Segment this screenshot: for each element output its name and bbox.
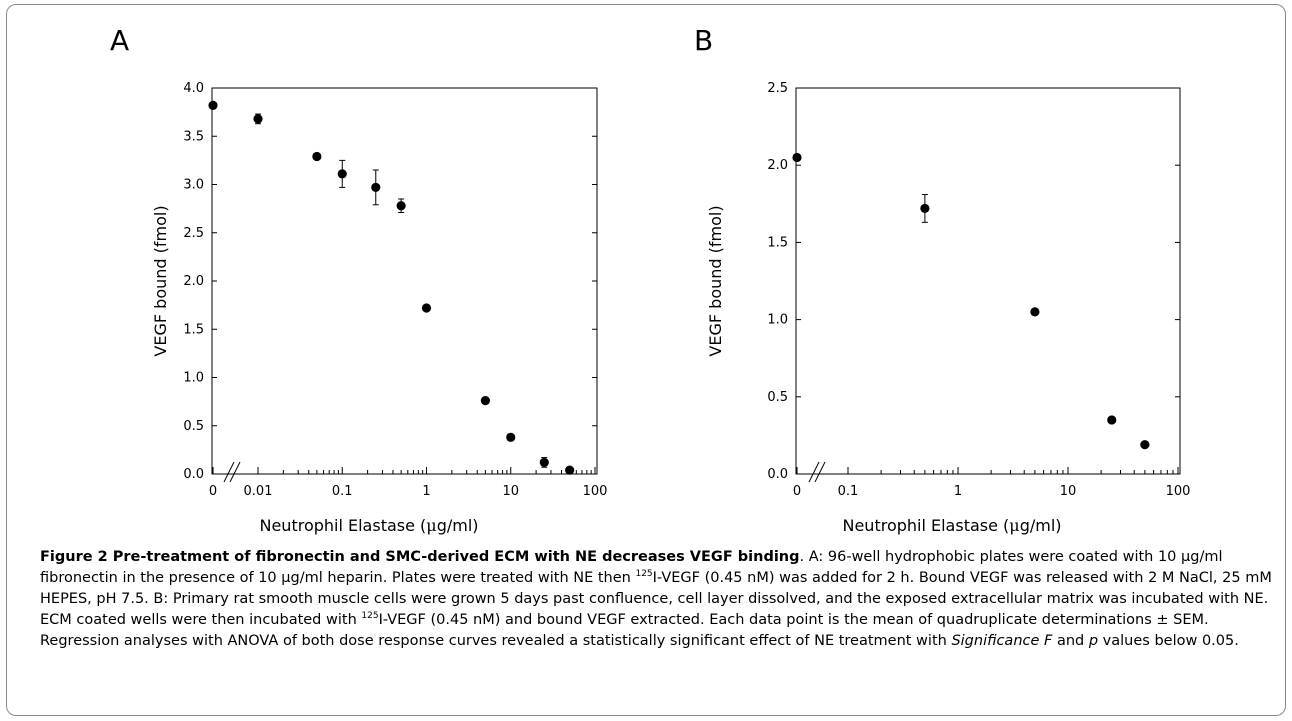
panel-b-y-tick-label: 0.5 <box>767 390 788 405</box>
caption-text-4: and <box>1052 633 1089 649</box>
caption-text-5: values below 0.05. <box>1098 633 1239 649</box>
panel-b-letter: B <box>694 24 713 57</box>
panel-b-y-ticks: 0.0 0.5 1.0 1.5 2.0 2.5 <box>767 81 1180 482</box>
figure-caption: Figure 2 Pre-treatment of fibronectin an… <box>40 547 1280 652</box>
panel-b-y-tick-label: 2.0 <box>767 158 788 173</box>
panel-a-x-ticks: 0 0.01 0.1 1 10 100 <box>209 467 608 499</box>
panel-a-y-tick-label: 2.5 <box>183 226 204 241</box>
panel-a-data-point <box>337 169 347 179</box>
panel-b-data-point <box>792 152 802 163</box>
panel-a-data-point <box>312 151 322 162</box>
panel-a-data-point <box>506 432 516 442</box>
panel-b-y-tick-label: 1.5 <box>767 235 788 250</box>
panel-b-x-axis-label: Neutrophil Elastase (μg/ml) <box>842 516 1061 535</box>
panel-a-y-tick-label: 1.5 <box>183 322 204 337</box>
caption-title: Figure 2 Pre-treatment of fibronectin an… <box>40 549 800 565</box>
panel-b-data-point <box>1030 307 1040 317</box>
panel-a-data-point <box>421 303 432 313</box>
panel-b-y-tick-label: 0.0 <box>767 467 788 482</box>
panel-a-x-tick-label: 100 <box>583 484 608 499</box>
panel-a-x-axis-label: Neutrophil Elastase (μg/ml) <box>259 516 478 535</box>
panel-a-axis-break <box>223 461 241 483</box>
caption-text-2: I-VEGF (0.45 nM) was added for 2 h. Boun… <box>40 570 1272 628</box>
panel-a-data-point <box>480 396 490 406</box>
panel-a-y-ticks: 0.0 0.5 1.0 1.5 2.0 2.5 3.0 3.5 4.0 <box>183 81 597 482</box>
panel-b-x-tick-label: 0.1 <box>838 484 859 499</box>
caption-sup-2: 125 <box>361 611 379 622</box>
panel-a: A 0.0 0.5 1.0 1.5 2.0 2.5 3.0 3.5 4.0 0 0.01 0.1 1 1… <box>110 24 607 535</box>
panel-a-y-tick-label: 3.0 <box>183 178 204 193</box>
panel-a-data <box>208 100 575 475</box>
panel-a-data-point <box>253 114 263 124</box>
panel-a-y-axis-label: VEGF bound (fmol) <box>151 205 170 356</box>
panel-b-x-tick-label: 100 <box>1166 484 1191 499</box>
panel-b-axis-break <box>808 461 826 483</box>
panel-b-y-tick-label: 2.5 <box>767 81 788 96</box>
panel-a-x-tick-label: 0.01 <box>244 484 273 499</box>
caption-bold-title: Pre-treatment of fibronectin and SMC-der… <box>112 549 800 565</box>
caption-text-3: I-VEGF (0.45 nM) and bound VEGF extracte… <box>40 612 1209 649</box>
panel-a-x-tick-label: 0 <box>209 484 217 499</box>
panel-a-y-tick-label: 0.0 <box>183 467 204 482</box>
panel-a-data-point <box>565 465 575 475</box>
panel-b-data <box>792 152 1150 450</box>
panel-a-data-point <box>208 100 218 110</box>
figure-frame <box>6 4 1286 716</box>
panel-a-plot-frame <box>211 87 598 475</box>
panel-a-y-tick-label: 2.0 <box>183 274 204 289</box>
caption-figure-label: Figure 2 <box>40 549 108 565</box>
panel-b-x-ticks: 0 0.1 1 10 100 <box>793 467 1191 499</box>
panel-b-y-axis-label: VEGF bound (fmol) <box>706 205 725 356</box>
panel-b-y-tick-label: 1.0 <box>767 313 788 328</box>
panel-a-y-tick-label: 4.0 <box>183 81 204 96</box>
panel-b: B 0.0 0.5 1.0 1.5 2.0 2.5 0 0.1 1 10 100 VEGF bou… <box>694 24 1190 535</box>
caption-text-1: . A: 96-well hydrophobic plates were coa… <box>40 549 1223 586</box>
panel-a-x-tick-label: 10 <box>502 484 519 499</box>
panel-a-y-tick-label: 3.5 <box>183 129 204 144</box>
panel-a-y-tick-label: 1.0 <box>183 371 204 386</box>
panel-b-plot-frame <box>795 87 1181 475</box>
panel-b-data-point <box>1107 415 1117 425</box>
panel-a-data-point <box>371 182 381 192</box>
panel-a-x-tick-label: 1 <box>422 484 430 499</box>
panel-b-x-tick-label: 1 <box>954 484 962 499</box>
panel-b-x-tick-label: 0 <box>793 484 801 499</box>
caption-sup-1: 125 <box>635 569 653 580</box>
panel-a-x-tick-label: 0.1 <box>332 484 353 499</box>
panel-a-data-point <box>396 201 406 211</box>
panel-a-data-point <box>539 457 549 468</box>
panel-b-data-point <box>920 203 930 214</box>
figure-charts: A 0.00.51.01.52.02.53.03.54.0 0 0.01 0.1 1 1… <box>110 24 1190 535</box>
panel-a-y-tick-label: 0.5 <box>183 419 204 434</box>
caption-italic-1: Significance F <box>951 633 1053 649</box>
panel-a-letter: A <box>110 24 129 57</box>
caption-italic-2: p <box>1088 633 1099 649</box>
panel-b-x-tick-label: 10 <box>1060 484 1077 499</box>
panel-b-data-point <box>1140 440 1150 450</box>
